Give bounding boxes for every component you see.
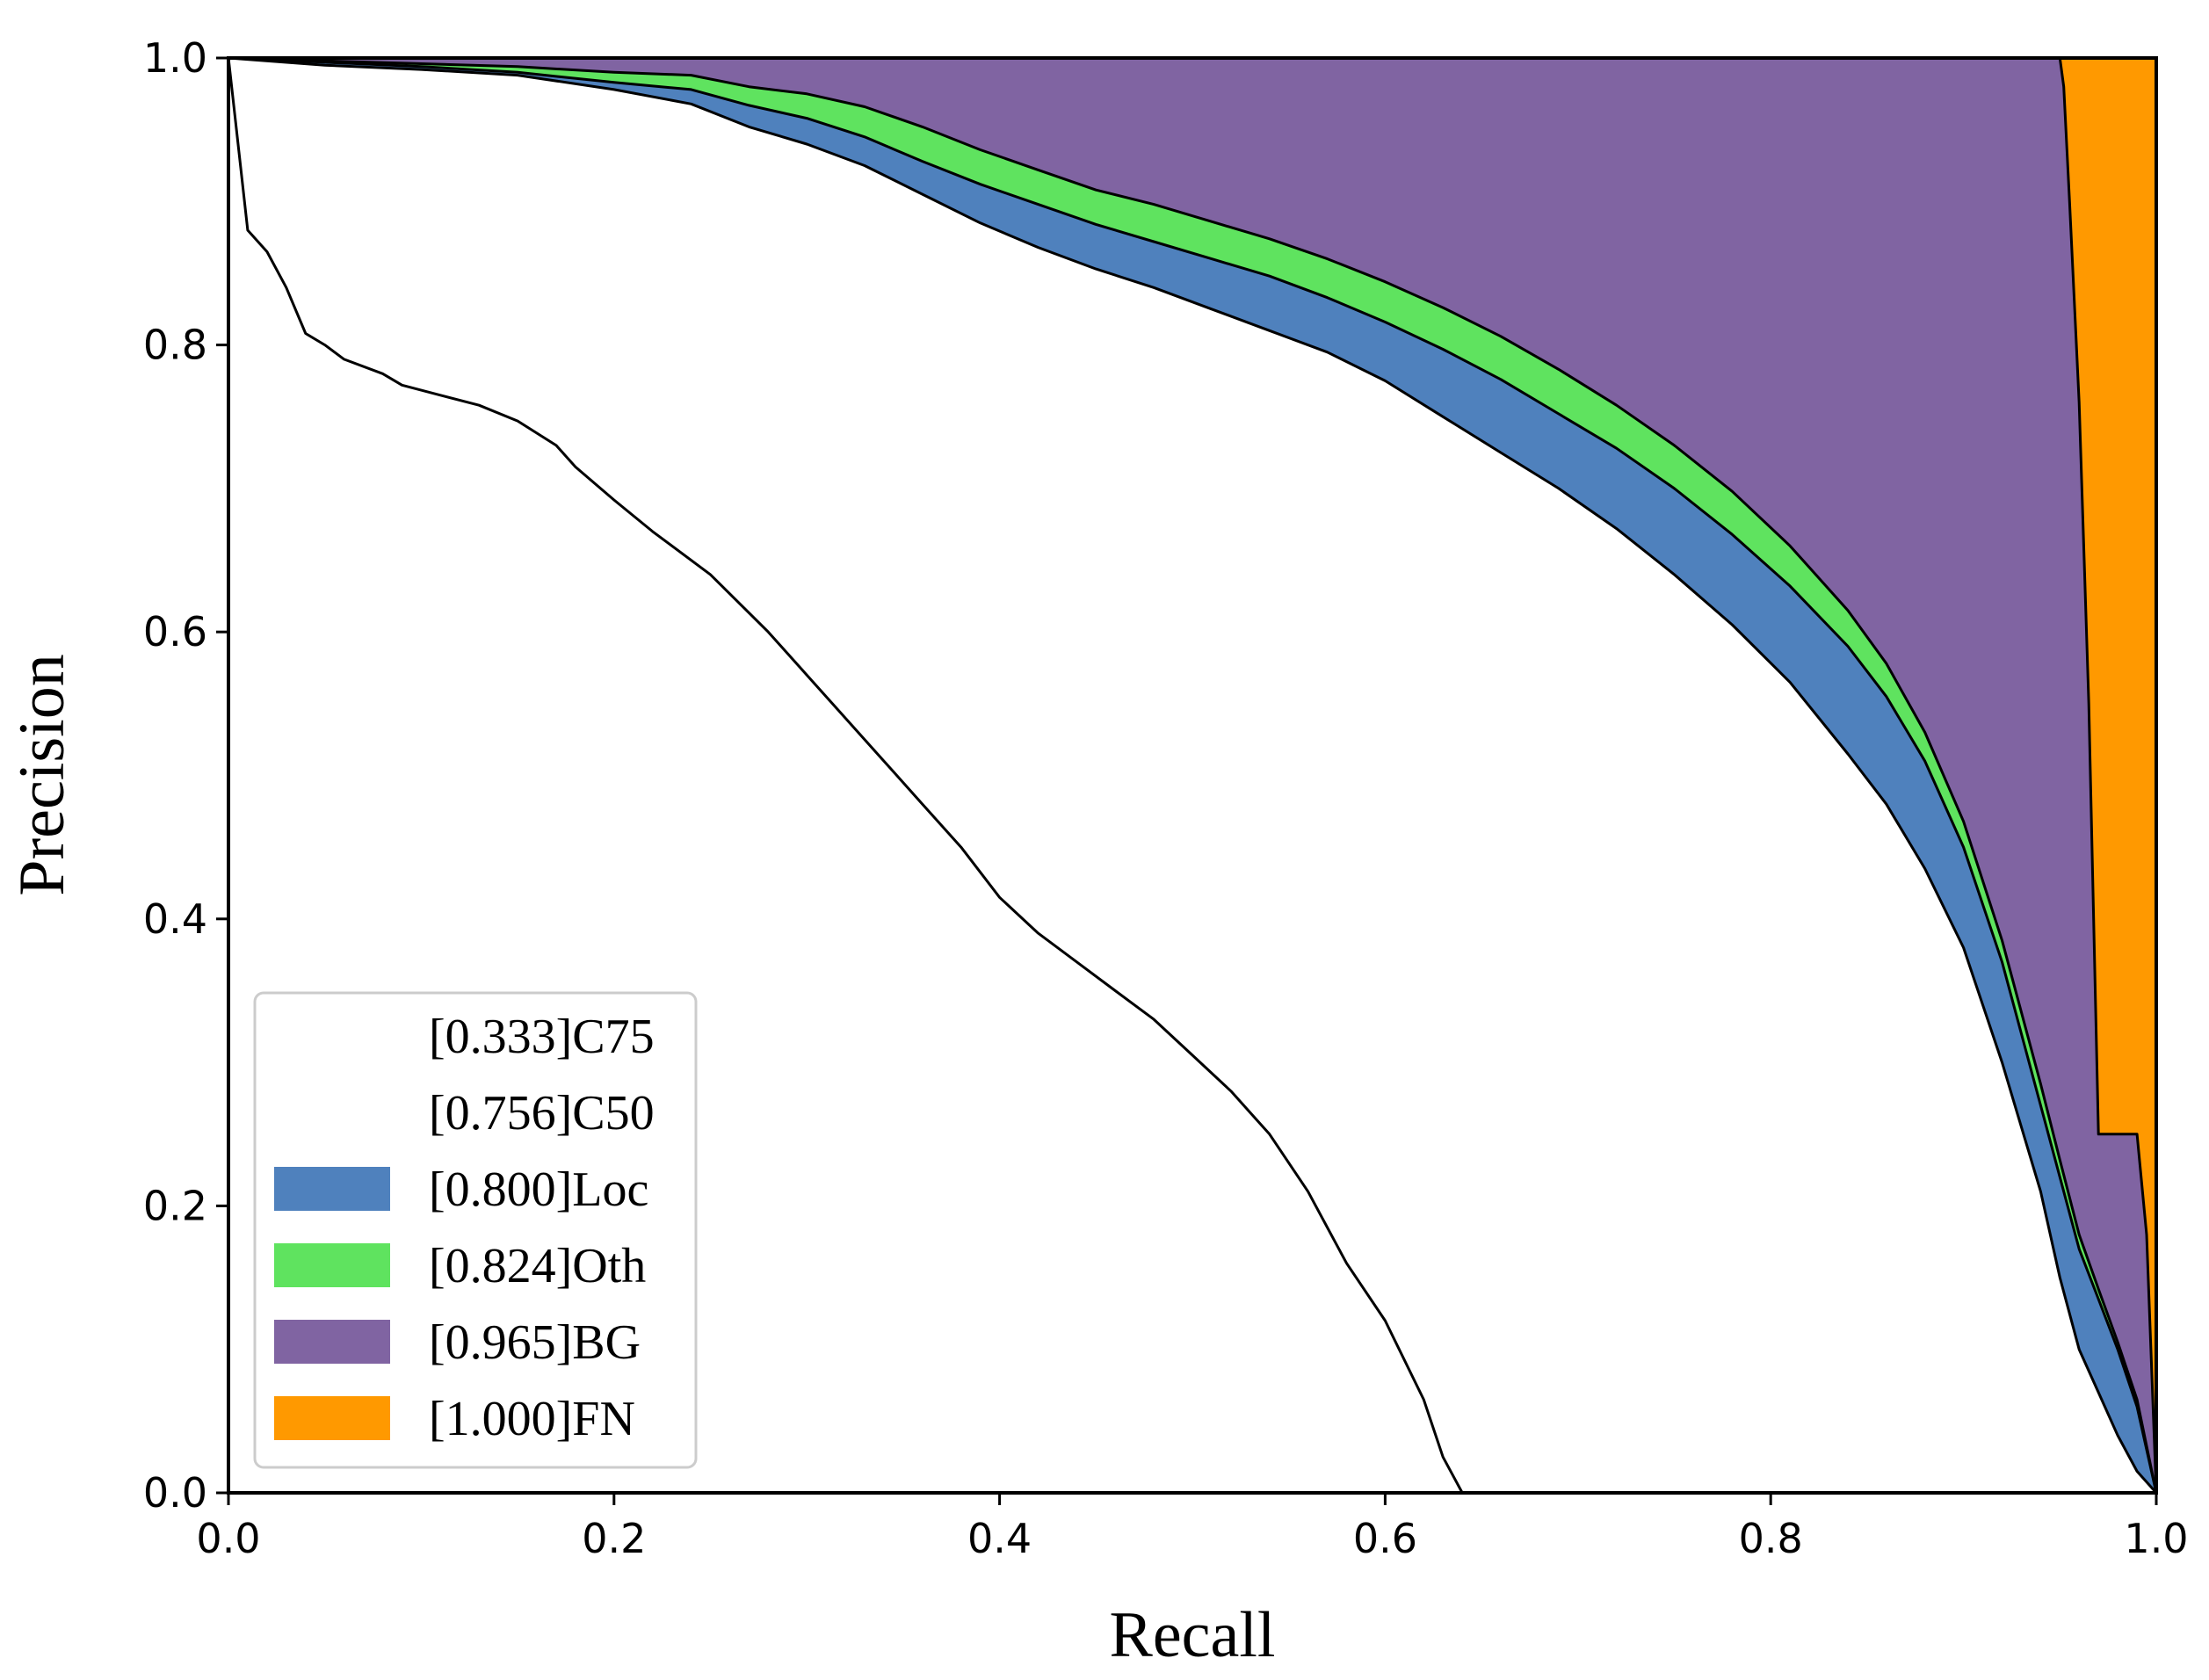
line-bg	[228, 56, 2158, 1494]
x-tick-label: 0.0	[196, 1515, 260, 1562]
y-tick-label: 0.0	[143, 1469, 207, 1517]
legend-label-c75: [0.333]C75	[429, 1010, 655, 1064]
legend-swatch-oth	[274, 1243, 390, 1287]
y-tick-label: 0.4	[143, 895, 207, 943]
legend-label-loc: [0.800]Loc	[429, 1162, 648, 1217]
x-tick-label: 1.0	[2124, 1515, 2188, 1562]
line-c50	[228, 56, 2158, 1494]
legend-label-bg: [0.965]BG	[429, 1315, 641, 1370]
x-tick-label: 0.4	[967, 1515, 1032, 1562]
line-oth	[228, 56, 2158, 1494]
legend-swatch-bg	[274, 1320, 390, 1364]
y-axis-ticks: 0.0 0.2 0.4 0.6 0.8 1.0	[143, 34, 228, 1517]
legend-label-oth: [0.824]Oth	[429, 1239, 646, 1293]
y-tick-label: 0.2	[143, 1182, 207, 1229]
legend-label-c50: [0.756]C50	[429, 1086, 655, 1141]
x-tick-label: 0.6	[1353, 1515, 1417, 1562]
x-axis-label: Recall	[1109, 1599, 1275, 1671]
plot-frame	[227, 56, 2158, 1495]
legend-swatch-c50	[274, 1090, 390, 1134]
legend-swatch-loc	[274, 1167, 390, 1211]
area-layers	[228, 58, 2156, 1493]
y-tick-label: 0.8	[143, 322, 207, 369]
legend: [0.333]C75 [0.756]C50 [0.800]Loc [0.824]Oth…	[253, 991, 698, 1469]
y-tick-label: 1.0	[143, 34, 207, 82]
y-axis-label: Precision	[6, 654, 78, 895]
x-tick-label: 0.2	[582, 1515, 646, 1562]
line-loc	[228, 56, 2158, 1494]
legend-swatch-fn	[274, 1396, 390, 1440]
legend-swatch-c75	[274, 1014, 390, 1058]
line-c75	[227, 57, 1464, 1494]
x-tick-label: 0.8	[1739, 1515, 1803, 1562]
y-tick-label: 0.6	[143, 608, 207, 655]
x-axis-ticks: 0.0 0.2 0.4 0.6 0.8 1.0	[196, 1493, 2189, 1562]
legend-label-fn: [1.000]FN	[429, 1392, 635, 1446]
